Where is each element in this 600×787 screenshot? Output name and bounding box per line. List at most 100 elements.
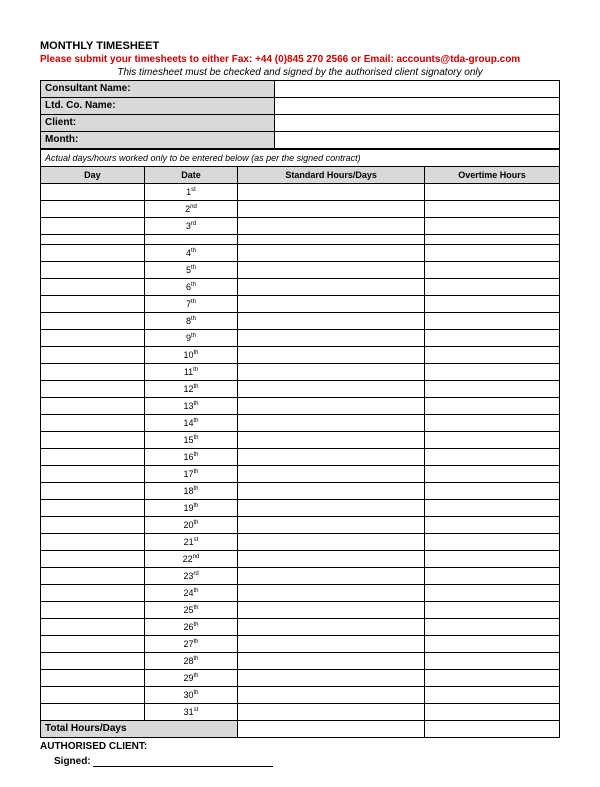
standard-hours-cell[interactable] bbox=[238, 313, 425, 330]
month-value[interactable] bbox=[274, 132, 559, 149]
day-cell[interactable] bbox=[41, 653, 145, 670]
day-cell[interactable] bbox=[41, 184, 145, 201]
overtime-hours-cell[interactable] bbox=[425, 619, 560, 636]
standard-hours-cell[interactable] bbox=[238, 218, 425, 235]
day-cell[interactable] bbox=[41, 466, 145, 483]
overtime-hours-cell[interactable] bbox=[425, 585, 560, 602]
total-standard[interactable] bbox=[238, 721, 425, 738]
overtime-hours-cell[interactable] bbox=[425, 398, 560, 415]
overtime-hours-cell[interactable] bbox=[425, 500, 560, 517]
day-cell[interactable] bbox=[41, 534, 145, 551]
signature-line[interactable] bbox=[93, 766, 273, 767]
ltd-co-name-value[interactable] bbox=[274, 98, 559, 115]
standard-hours-cell[interactable] bbox=[238, 636, 425, 653]
standard-hours-cell[interactable] bbox=[238, 670, 425, 687]
day-cell[interactable] bbox=[41, 704, 145, 721]
day-cell[interactable] bbox=[41, 687, 145, 704]
standard-hours-cell[interactable] bbox=[238, 704, 425, 721]
standard-hours-cell[interactable] bbox=[238, 279, 425, 296]
overtime-hours-cell[interactable] bbox=[425, 636, 560, 653]
overtime-hours-cell[interactable] bbox=[425, 687, 560, 704]
overtime-hours-cell[interactable] bbox=[425, 296, 560, 313]
day-cell[interactable] bbox=[41, 568, 145, 585]
day-cell[interactable] bbox=[41, 398, 145, 415]
standard-hours-cell[interactable] bbox=[238, 364, 425, 381]
day-cell[interactable] bbox=[41, 279, 145, 296]
overtime-hours-cell[interactable] bbox=[425, 534, 560, 551]
overtime-hours-cell[interactable] bbox=[425, 415, 560, 432]
client-value[interactable] bbox=[274, 115, 559, 132]
standard-hours-cell[interactable] bbox=[238, 262, 425, 279]
overtime-hours-cell[interactable] bbox=[425, 466, 560, 483]
standard-hours-cell[interactable] bbox=[238, 687, 425, 704]
standard-hours-cell[interactable] bbox=[238, 415, 425, 432]
overtime-hours-cell[interactable] bbox=[425, 364, 560, 381]
overtime-hours-cell[interactable] bbox=[425, 602, 560, 619]
overtime-hours-cell[interactable] bbox=[425, 483, 560, 500]
standard-hours-cell[interactable] bbox=[238, 330, 425, 347]
day-cell[interactable] bbox=[41, 218, 145, 235]
total-overtime[interactable] bbox=[425, 721, 560, 738]
day-cell[interactable] bbox=[41, 500, 145, 517]
day-cell[interactable] bbox=[41, 381, 145, 398]
overtime-hours-cell[interactable] bbox=[425, 330, 560, 347]
day-cell[interactable] bbox=[41, 483, 145, 500]
standard-hours-cell[interactable] bbox=[238, 432, 425, 449]
standard-hours-cell[interactable] bbox=[238, 184, 425, 201]
day-cell[interactable] bbox=[41, 670, 145, 687]
day-cell[interactable] bbox=[41, 364, 145, 381]
standard-hours-cell[interactable] bbox=[238, 500, 425, 517]
day-cell[interactable] bbox=[41, 517, 145, 534]
standard-hours-cell[interactable] bbox=[238, 619, 425, 636]
overtime-hours-cell[interactable] bbox=[425, 245, 560, 262]
overtime-hours-cell[interactable] bbox=[425, 262, 560, 279]
overtime-hours-cell[interactable] bbox=[425, 184, 560, 201]
standard-hours-cell[interactable] bbox=[238, 653, 425, 670]
overtime-hours-cell[interactable] bbox=[425, 279, 560, 296]
standard-hours-cell[interactable] bbox=[238, 568, 425, 585]
day-cell[interactable] bbox=[41, 415, 145, 432]
day-cell[interactable] bbox=[41, 347, 145, 364]
standard-hours-cell[interactable] bbox=[238, 245, 425, 262]
overtime-hours-cell[interactable] bbox=[425, 432, 560, 449]
day-cell[interactable] bbox=[41, 602, 145, 619]
day-cell[interactable] bbox=[41, 313, 145, 330]
overtime-hours-cell[interactable] bbox=[425, 670, 560, 687]
standard-hours-cell[interactable] bbox=[238, 517, 425, 534]
day-cell[interactable] bbox=[41, 201, 145, 218]
day-cell[interactable] bbox=[41, 432, 145, 449]
standard-hours-cell[interactable] bbox=[238, 296, 425, 313]
overtime-hours-cell[interactable] bbox=[425, 517, 560, 534]
day-cell[interactable] bbox=[41, 551, 145, 568]
overtime-hours-cell[interactable] bbox=[425, 449, 560, 466]
overtime-hours-cell[interactable] bbox=[425, 704, 560, 721]
overtime-hours-cell[interactable] bbox=[425, 381, 560, 398]
day-cell[interactable] bbox=[41, 245, 145, 262]
standard-hours-cell[interactable] bbox=[238, 466, 425, 483]
standard-hours-cell[interactable] bbox=[238, 585, 425, 602]
standard-hours-cell[interactable] bbox=[238, 602, 425, 619]
standard-hours-cell[interactable] bbox=[238, 398, 425, 415]
day-cell[interactable] bbox=[41, 585, 145, 602]
day-cell[interactable] bbox=[41, 619, 145, 636]
standard-hours-cell[interactable] bbox=[238, 551, 425, 568]
overtime-hours-cell[interactable] bbox=[425, 313, 560, 330]
day-cell[interactable] bbox=[41, 262, 145, 279]
overtime-hours-cell[interactable] bbox=[425, 201, 560, 218]
overtime-hours-cell[interactable] bbox=[425, 551, 560, 568]
day-cell[interactable] bbox=[41, 296, 145, 313]
standard-hours-cell[interactable] bbox=[238, 534, 425, 551]
day-cell[interactable] bbox=[41, 449, 145, 466]
overtime-hours-cell[interactable] bbox=[425, 218, 560, 235]
standard-hours-cell[interactable] bbox=[238, 381, 425, 398]
consultant-name-value[interactable] bbox=[274, 81, 559, 98]
standard-hours-cell[interactable] bbox=[238, 483, 425, 500]
standard-hours-cell[interactable] bbox=[238, 449, 425, 466]
overtime-hours-cell[interactable] bbox=[425, 568, 560, 585]
overtime-hours-cell[interactable] bbox=[425, 347, 560, 364]
standard-hours-cell[interactable] bbox=[238, 347, 425, 364]
day-cell[interactable] bbox=[41, 330, 145, 347]
overtime-hours-cell[interactable] bbox=[425, 653, 560, 670]
day-cell[interactable] bbox=[41, 636, 145, 653]
standard-hours-cell[interactable] bbox=[238, 201, 425, 218]
